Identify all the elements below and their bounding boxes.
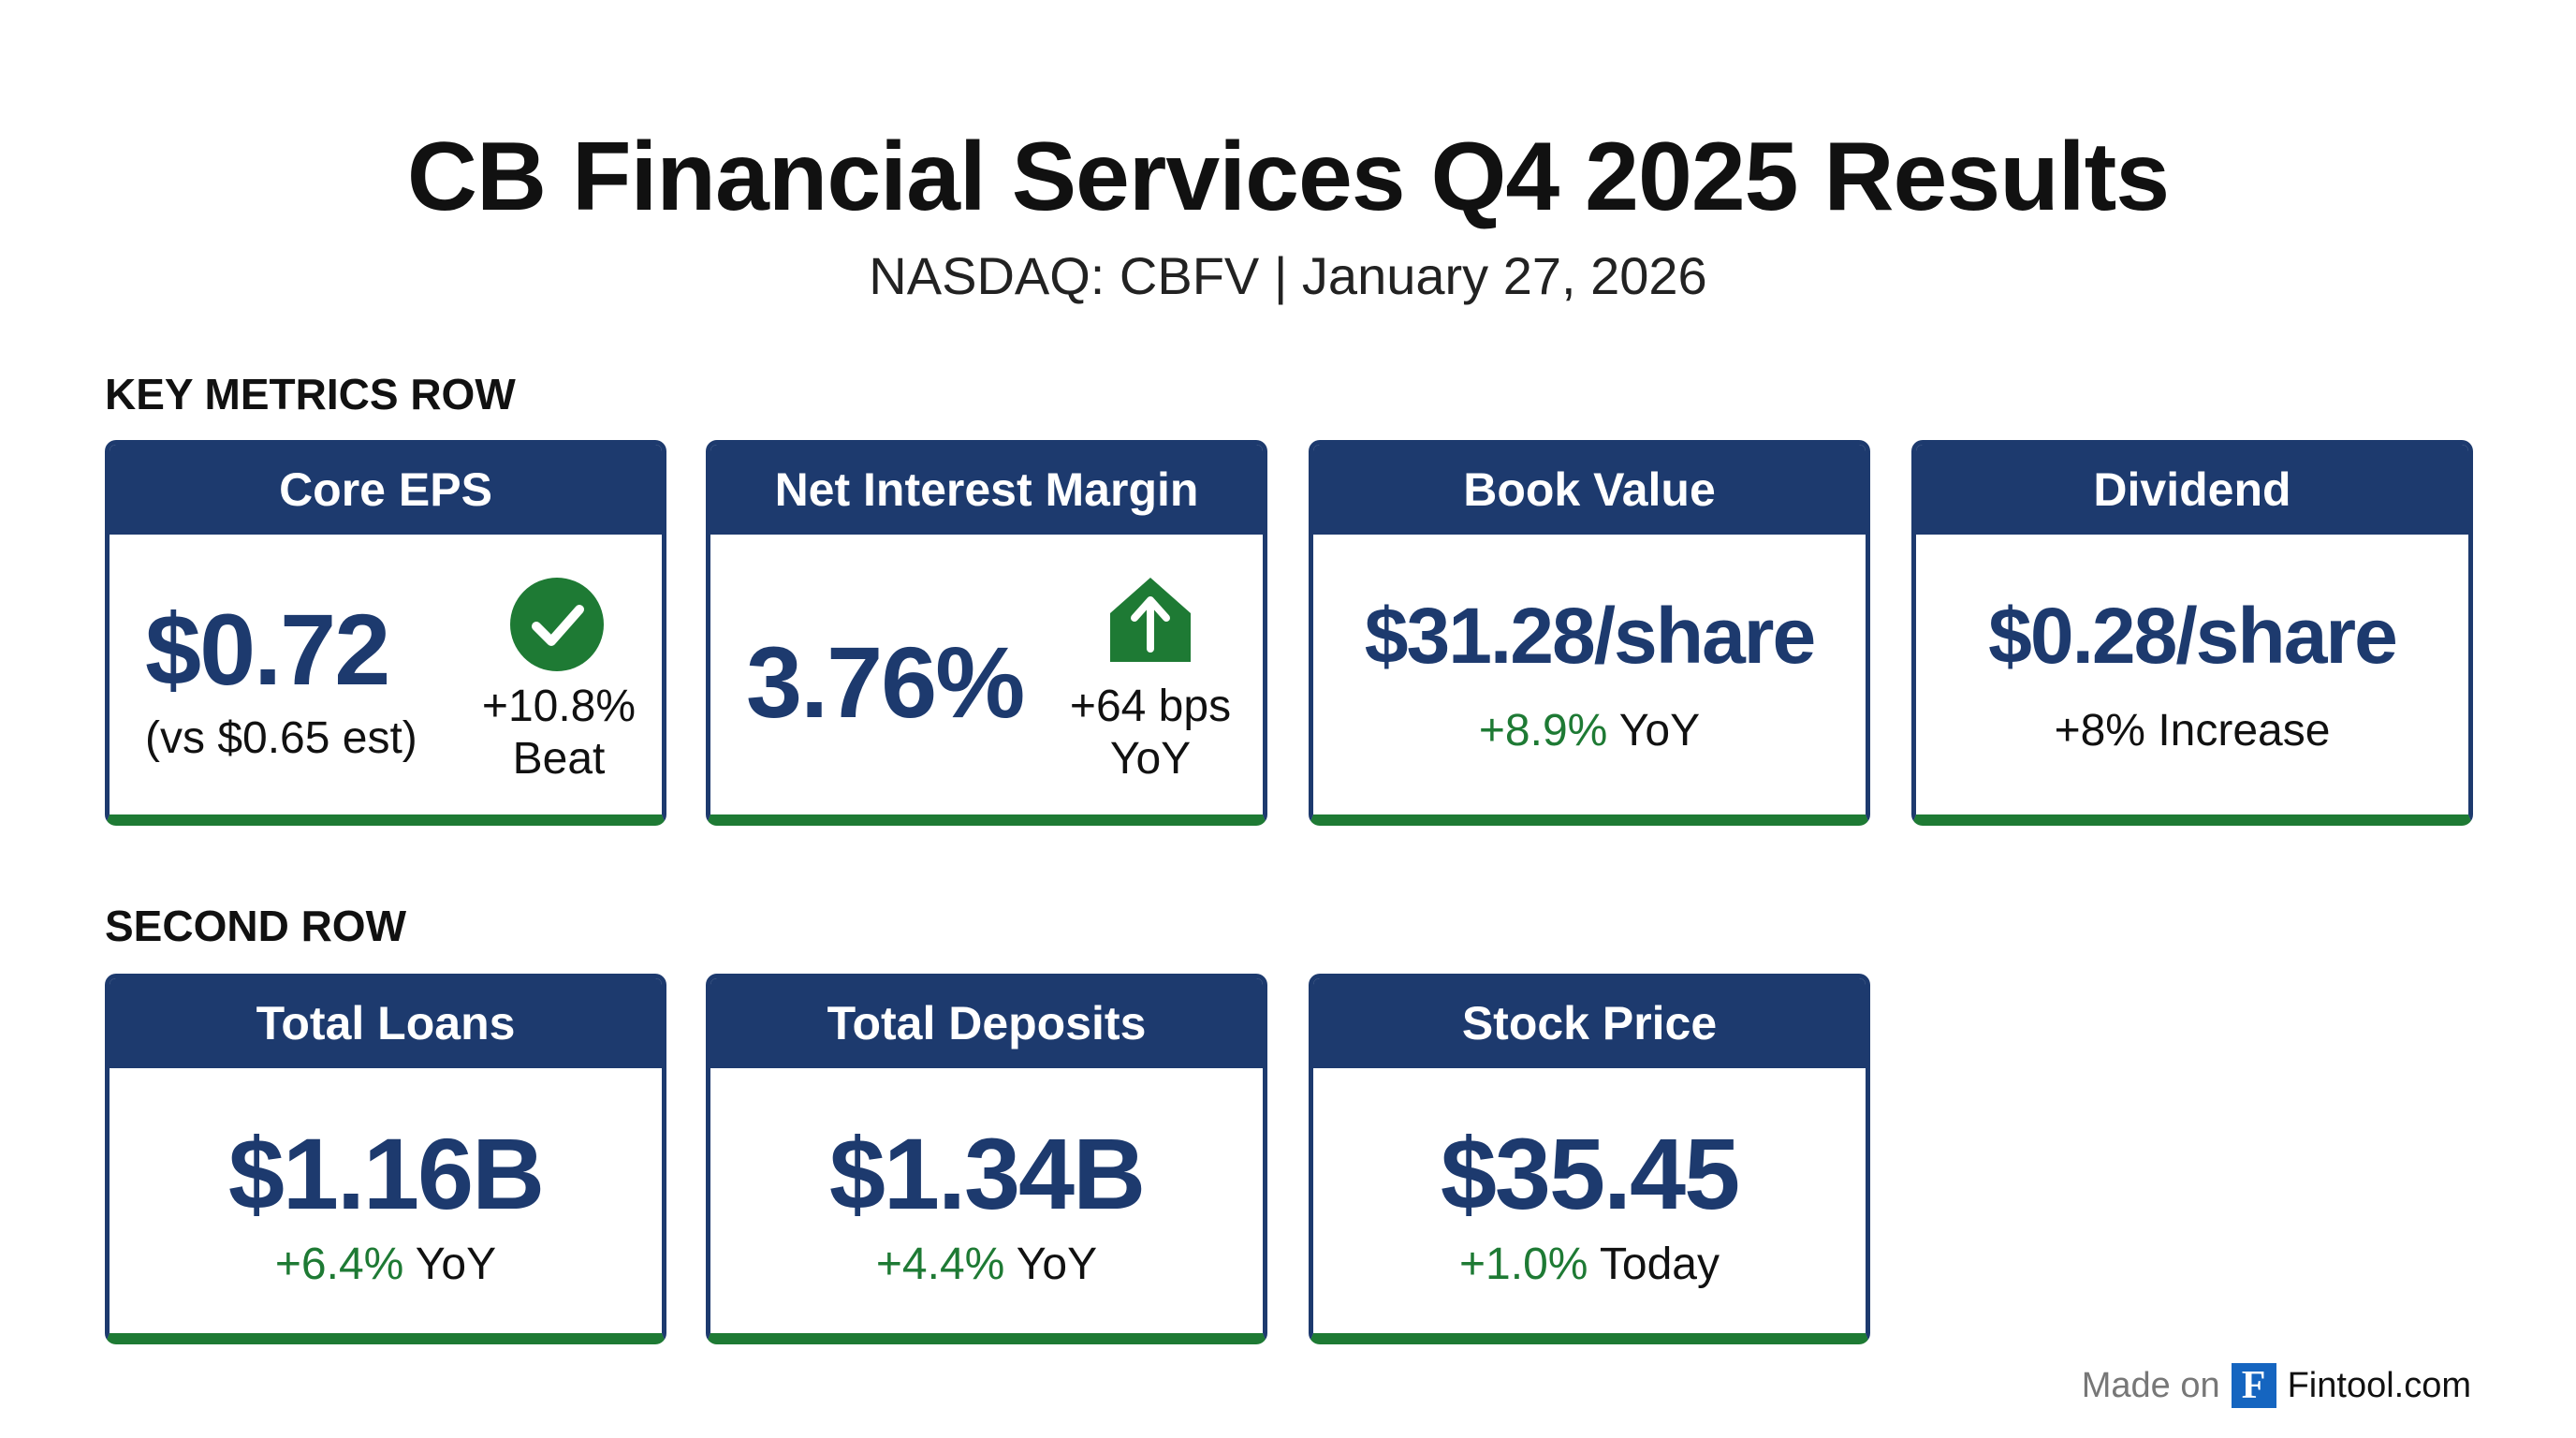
card-change: +10.8%: [481, 682, 637, 731]
card-title: Dividend: [1916, 445, 2468, 535]
card-change-label: YoY: [1016, 1240, 1098, 1289]
check-circle-icon: [510, 578, 604, 671]
card-change: +1.0%: [1459, 1240, 1588, 1289]
fintool-logo-icon: F: [2231, 1363, 2276, 1408]
card-title: Net Interest Margin: [710, 445, 1263, 535]
card-value: $1.34B: [828, 1117, 1146, 1230]
page-title: CB Financial Services Q4 2025 Results: [406, 123, 2170, 231]
card-change-label: YoY: [1109, 734, 1192, 784]
fintool-link[interactable]: Fintool.com: [2287, 1365, 2471, 1405]
card-title: Book Value: [1313, 445, 1866, 535]
arrow-up-icon: [1108, 576, 1193, 670]
card-change: +8.9%: [1478, 706, 1608, 756]
card-title: Stock Price: [1313, 978, 1866, 1068]
section-label-key-metrics: KEY METRICS ROW: [105, 370, 516, 418]
card-change: +6.4%: [274, 1240, 404, 1289]
made-on-label: Made on: [2081, 1365, 2220, 1405]
card-book-value: Book Value $31.28/share +8.9% YoY: [1309, 440, 1870, 826]
card-stock-price: Stock Price $35.45 +1.0% Today: [1309, 974, 1870, 1344]
section-label-second-row: SECOND ROW: [105, 902, 406, 950]
card-change: +64 bps: [1069, 682, 1232, 731]
page-subtitle: NASDAQ: CBFV | January 27, 2026: [869, 246, 1707, 305]
card-change-label: Today: [1599, 1240, 1720, 1289]
card-net-interest-margin: Net Interest Margin 3.76% +64 bps YoY: [706, 440, 1267, 826]
card-value: $31.28/share: [1364, 592, 1816, 680]
card-total-loans: Total Loans $1.16B +6.4% YoY: [105, 974, 666, 1344]
card-change-label: Beat: [512, 734, 606, 784]
card-change-label: YoY: [1618, 706, 1701, 756]
footer-attribution[interactable]: Made on F Fintool.com: [2082, 1363, 2471, 1408]
card-change: +4.4%: [875, 1240, 1005, 1289]
card-value: $35.45: [1440, 1117, 1740, 1230]
card-change: +8% Increase: [2054, 706, 2331, 756]
card-title: Core EPS: [110, 445, 662, 535]
card-note: (vs $0.65 est): [145, 713, 417, 763]
card-change-label: YoY: [415, 1240, 497, 1289]
card-value: $0.28/share: [1988, 592, 2398, 680]
card-dividend: Dividend $0.28/share +8% Increase: [1911, 440, 2473, 826]
card-title: Total Deposits: [710, 978, 1263, 1068]
card-total-deposits: Total Deposits $1.34B +4.4% YoY: [706, 974, 1267, 1344]
card-value: 3.76%: [746, 625, 1025, 739]
card-value: $1.16B: [227, 1117, 545, 1230]
card-value: $0.72: [145, 593, 390, 706]
card-core-eps: Core EPS $0.72 (vs $0.65 est) +10.8% Bea…: [105, 440, 666, 826]
card-title: Total Loans: [110, 978, 662, 1068]
